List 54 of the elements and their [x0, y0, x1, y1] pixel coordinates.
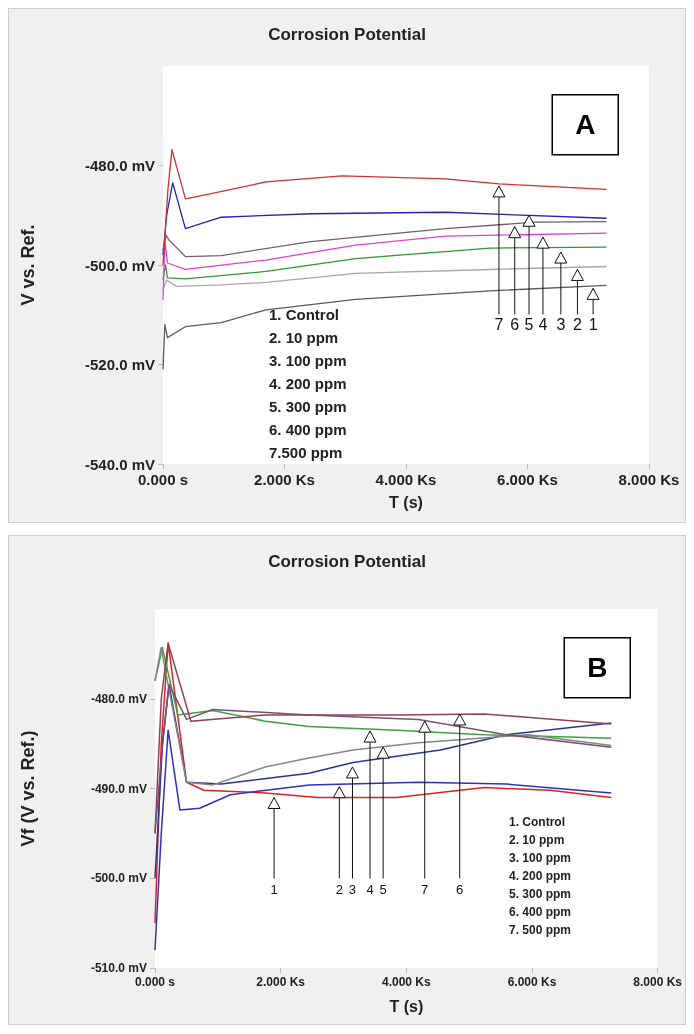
y-tick-label: -510.0 mV: [90, 961, 147, 975]
annotation: 5. 300 ppm: [509, 887, 572, 901]
x-tick-label: 8.000 Ks: [618, 471, 680, 488]
annotation: 7: [421, 882, 429, 898]
annotation: 5. 300 ppm: [269, 398, 347, 415]
x-tick-label: 4.000 Ks: [375, 471, 437, 488]
annotation: 2: [335, 882, 343, 898]
x-tick-label: 6.000 Ks: [507, 975, 557, 989]
annotation: 7: [494, 316, 504, 334]
annotation: 1: [270, 882, 278, 898]
annotation: 4. 200 ppm: [269, 375, 347, 392]
x-tick-label: 6.000 Ks: [497, 471, 558, 488]
annotation: 2. 10 ppm: [269, 329, 339, 346]
y-axis-title: V vs. Ref.: [18, 224, 38, 306]
annotation: 3. 100 ppm: [509, 851, 572, 865]
annotation: 2. 10 ppm: [509, 833, 565, 847]
annotation: 3: [556, 316, 566, 334]
y-axis-title: Vf (V vs. Ref.): [18, 730, 38, 847]
x-axis-title: T (s): [389, 997, 424, 1015]
x-tick-label: 0.000 s: [137, 471, 189, 488]
annotation: 3: [348, 882, 357, 898]
annotation: 5: [379, 882, 387, 898]
y-tick-label: -490.0 mV: [90, 781, 147, 796]
annotation: B: [587, 652, 608, 684]
annotation: 5: [524, 316, 534, 334]
annotation: 2: [572, 316, 582, 334]
annotation: 7. 500 ppm: [509, 923, 572, 937]
annotation: 1. Control: [509, 815, 565, 829]
annotation: 7.500 ppm: [269, 444, 343, 461]
x-tick-label: 8.000 Ks: [633, 975, 683, 989]
y-tick-label: -480.0 mV: [84, 157, 155, 174]
chart-title: Corrosion Potential: [268, 25, 426, 44]
annotation: A: [575, 109, 596, 141]
annotation: 4. 200 ppm: [509, 869, 572, 883]
annotation: 4: [538, 316, 548, 334]
y-tick-label: -540.0 mV: [84, 455, 155, 473]
annotation: 6: [456, 882, 464, 898]
y-tick-label: -480.0 mV: [90, 691, 147, 706]
annotation: 6: [510, 316, 520, 334]
x-tick-label: 0.000 s: [134, 975, 176, 989]
x-tick-label: 2.000 Ks: [254, 471, 315, 488]
chart-title: Corrosion Potential: [268, 552, 426, 571]
x-tick-label: 2.000 Ks: [256, 975, 306, 989]
y-tick-label: -500.0 mV: [84, 256, 155, 274]
x-axis-title: T (s): [389, 493, 423, 511]
annotation: 6. 400 ppm: [269, 421, 347, 438]
annotation: 1. Control: [269, 306, 339, 323]
y-tick-label: -500.0 mV: [90, 871, 147, 886]
x-tick-label: 4.000 Ks: [381, 975, 431, 989]
annotation: 1: [588, 316, 598, 334]
annotation: 3. 100 ppm: [269, 352, 347, 369]
annotation: 4: [366, 882, 374, 898]
annotation: 6. 400 ppm: [509, 905, 572, 919]
y-tick-label: -520.0 mV: [84, 356, 155, 373]
